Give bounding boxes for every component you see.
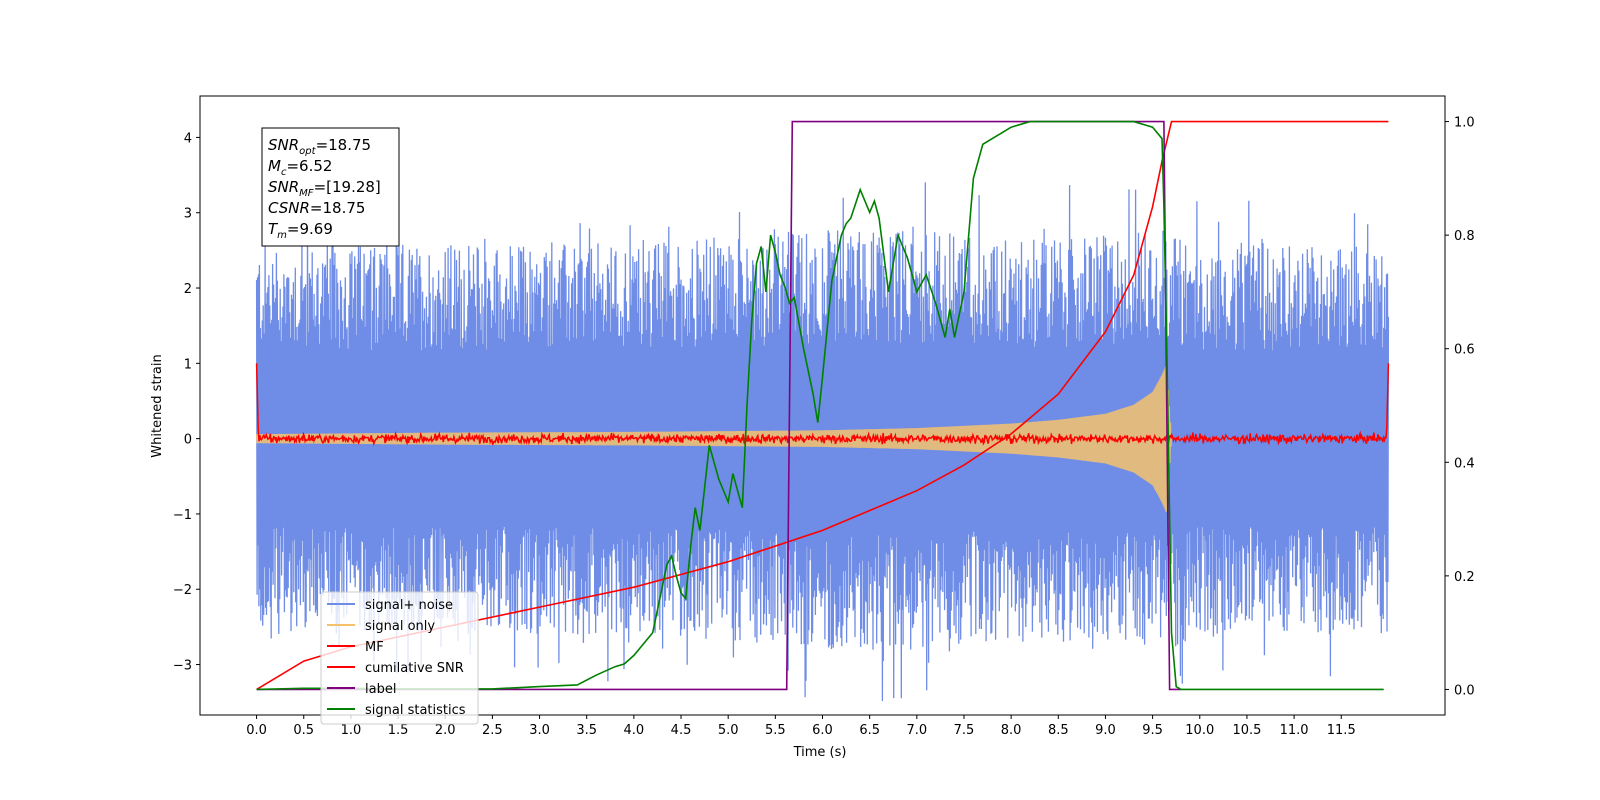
series-signal-statistics-line — [256, 120, 1384, 691]
series-signal-plus-noise-line — [255, 182, 1390, 702]
y-tick-label: 4 — [184, 131, 192, 146]
y2-tick-label: 1.0 — [1454, 116, 1475, 131]
x-axis-label: Time (s) — [793, 745, 847, 760]
x-tick-label: 8.0 — [1001, 723, 1022, 738]
annotation-line: SNRMF=[19.28] — [268, 178, 381, 199]
y2-tick-label: 0.6 — [1454, 343, 1475, 358]
x-tick-label: 1.0 — [341, 723, 362, 738]
x-tick-label: 9.0 — [1095, 723, 1116, 738]
legend-entry: signal+ noise — [365, 598, 453, 613]
x-tick-label: 11.5 — [1327, 723, 1356, 738]
x-tick-label: 6.0 — [812, 723, 833, 738]
x-tick-label: 11.0 — [1280, 723, 1309, 738]
x-tick-label: 3.5 — [576, 723, 597, 738]
x-tick-label: 10.0 — [1185, 723, 1214, 738]
x-tick-label: 5.5 — [765, 723, 786, 738]
x-tick-label: 0.5 — [293, 723, 314, 738]
legend-entry: signal only — [365, 619, 435, 634]
x-tick-label: 7.0 — [906, 723, 927, 738]
x-tick-label: 4.0 — [624, 723, 645, 738]
x-tick-label: 2.5 — [482, 723, 503, 738]
y2-tick-label: 0.0 — [1454, 683, 1475, 698]
legend-entry: cumilative SNR — [365, 661, 464, 676]
annotation-line: Tm=9.69 — [268, 220, 333, 241]
annotation-line: SNRopt=18.75 — [268, 136, 371, 157]
y-tick-label: 3 — [184, 207, 192, 222]
x-tick-label: 10.5 — [1232, 723, 1261, 738]
x-tick-label: 9.5 — [1142, 723, 1163, 738]
y-axis-right: 1.0 0.8 0.6 0.4 0.2 0.0 — [1445, 116, 1475, 698]
x-tick-label: 0.0 — [246, 723, 267, 738]
x-tick-label: 1.5 — [388, 723, 409, 738]
y2-tick-label: 0.2 — [1454, 570, 1475, 585]
legend-entry: label — [365, 682, 396, 697]
annotation-frame — [261, 127, 400, 247]
annotation-box: SNRopt=18.75Mc=6.52SNRMF=[19.28]CSNR=18.… — [261, 127, 400, 247]
legend-entry: signal statistics — [365, 703, 466, 718]
series-label-line — [256, 120, 1181, 691]
x-tick-label: 3.0 — [529, 723, 550, 738]
y2-tick-label: 0.4 — [1454, 456, 1475, 471]
x-axis: 0.0 0.5 1.0 1.5 2.0 2.5 3.0 3.5 4.0 4.5 5.0 5.5 6.0 6… — [246, 715, 1356, 738]
legend: signal+ noise signal only MF cumilative SNR… — [320, 591, 479, 725]
series-signal-only-line — [256, 364, 1173, 512]
annotation-line: Mc=6.52 — [268, 157, 332, 178]
y-axis-left: 4 3 2 1 0 −1 −2 −3 — [173, 131, 200, 674]
y-tick-label: 1 — [184, 357, 192, 372]
series-mf-line — [255, 363, 1390, 447]
x-tick-label: 8.5 — [1048, 723, 1069, 738]
x-tick-label: 6.5 — [859, 723, 880, 738]
y-axis-label: Whitened strain — [150, 354, 165, 457]
legend-entry: MF — [365, 640, 384, 655]
y-tick-label: −2 — [173, 583, 192, 598]
x-tick-label: 7.5 — [954, 723, 975, 738]
x-tick-label: 2.0 — [435, 723, 456, 738]
y-tick-label: −1 — [173, 508, 192, 523]
legend-frame — [320, 591, 479, 725]
y2-tick-label: 0.8 — [1454, 229, 1475, 244]
x-tick-label: 5.0 — [718, 723, 739, 738]
x-tick-label: 4.5 — [671, 723, 692, 738]
annotation-line: CSNR=18.75 — [268, 199, 365, 217]
y-tick-label: 2 — [184, 282, 192, 297]
y-tick-label: 0 — [184, 433, 192, 448]
y-tick-label: −3 — [173, 659, 192, 674]
